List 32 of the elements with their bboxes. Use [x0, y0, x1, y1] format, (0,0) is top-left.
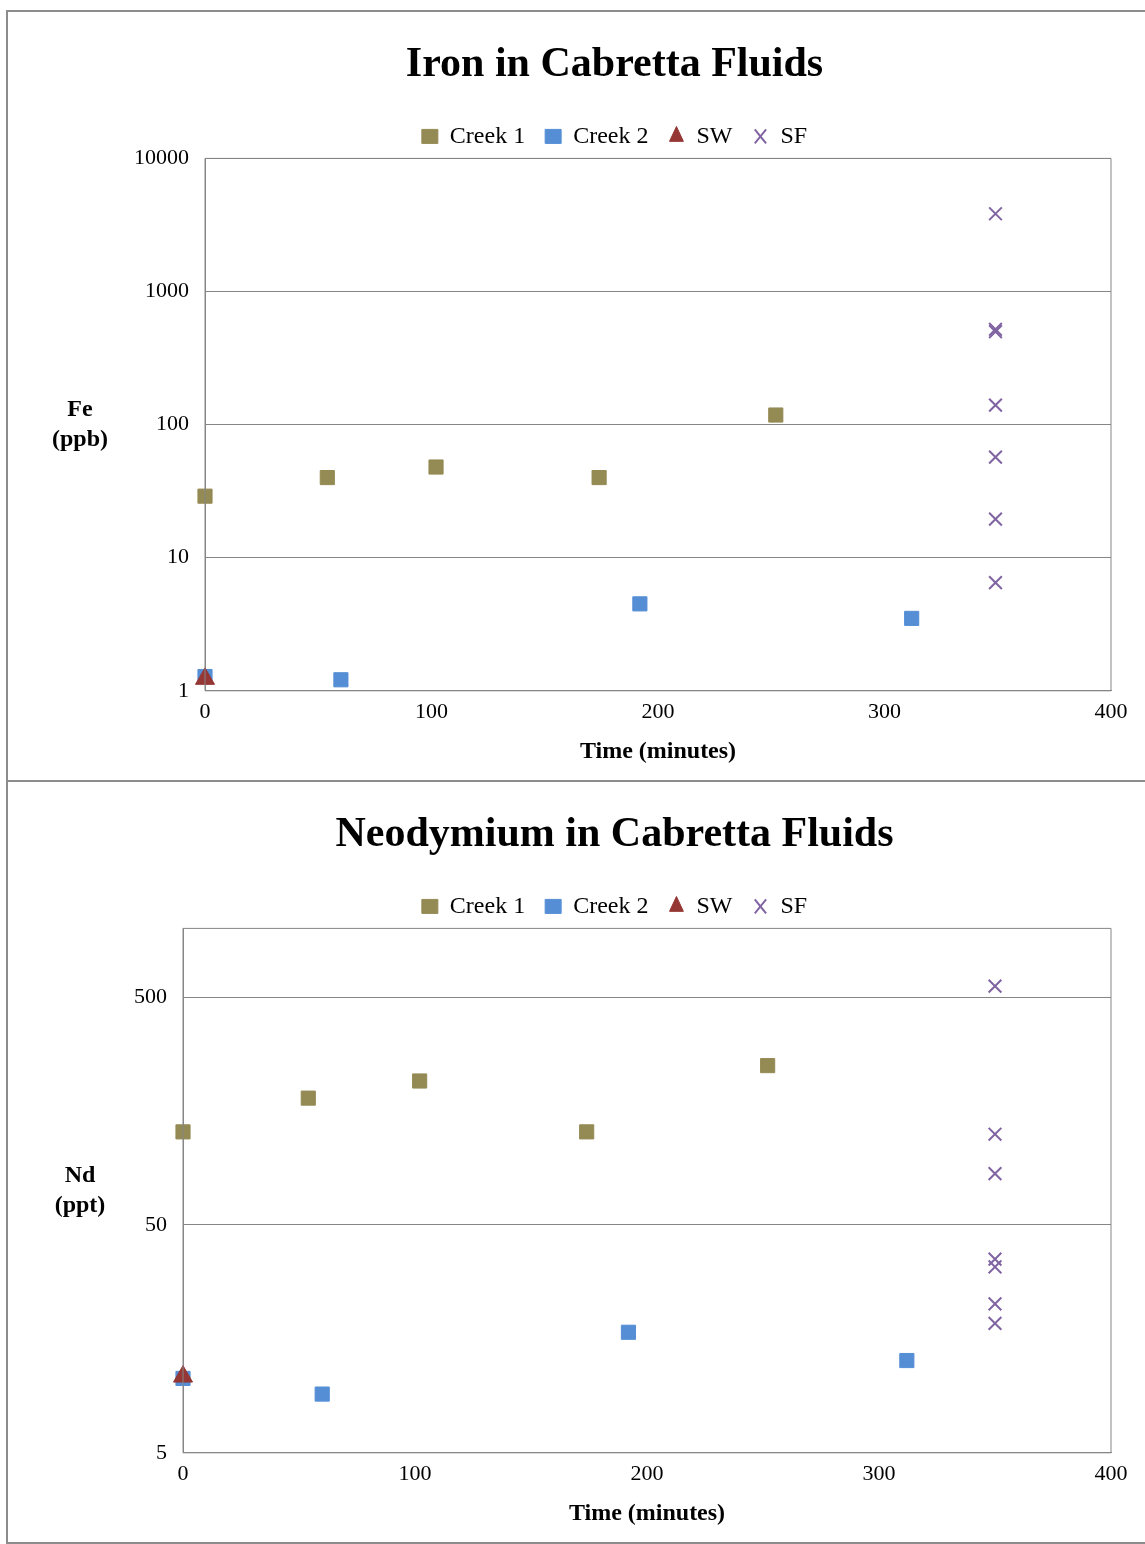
x-axis-title: Time (minutes)	[568, 1498, 726, 1525]
x-tick-label: 0	[199, 697, 211, 723]
y-tick-label: 50	[145, 1210, 167, 1236]
legend-label: Creek 2	[573, 121, 649, 148]
x-tick-label: 300	[868, 697, 901, 723]
y-tick-label: 10	[167, 543, 189, 569]
chart-title: Neodymium in Cabretta Fluids	[335, 809, 894, 856]
x-tick-label: 100	[415, 697, 448, 723]
x-tick-label: 400	[1094, 697, 1128, 723]
y-tick-label: 100	[156, 410, 189, 436]
x-axis-title: Time (minutes)	[579, 736, 737, 763]
x-tick-label: 0	[177, 1459, 189, 1485]
y-tick-label: 10000	[134, 144, 189, 170]
x-tick-label: 300	[862, 1459, 896, 1485]
legend-label: Creek 2	[573, 891, 649, 918]
x-tick-label: 100	[398, 1459, 432, 1485]
chart-title: Iron in Cabretta Fluids	[405, 39, 824, 86]
y-tick-label: 5	[156, 1438, 167, 1464]
legend-label: SF	[780, 121, 808, 148]
legend-label: Creek 1	[449, 891, 526, 918]
legend-label: SW	[696, 121, 733, 148]
y-axis-title: Fe (ppb)	[51, 394, 109, 451]
y-tick-label: 1	[178, 676, 189, 702]
x-tick-label: 400	[1094, 1459, 1128, 1485]
y-tick-label: 1000	[145, 277, 189, 303]
y-tick-label: 500	[134, 982, 167, 1008]
x-tick-label: 200	[641, 697, 675, 723]
legend-label: SW	[696, 891, 733, 918]
y-axis-title: Nd (ppt)	[54, 1160, 106, 1217]
legend-label: SF	[780, 891, 808, 918]
x-tick-label: 200	[630, 1459, 664, 1485]
legend-label: Creek 1	[449, 121, 526, 148]
